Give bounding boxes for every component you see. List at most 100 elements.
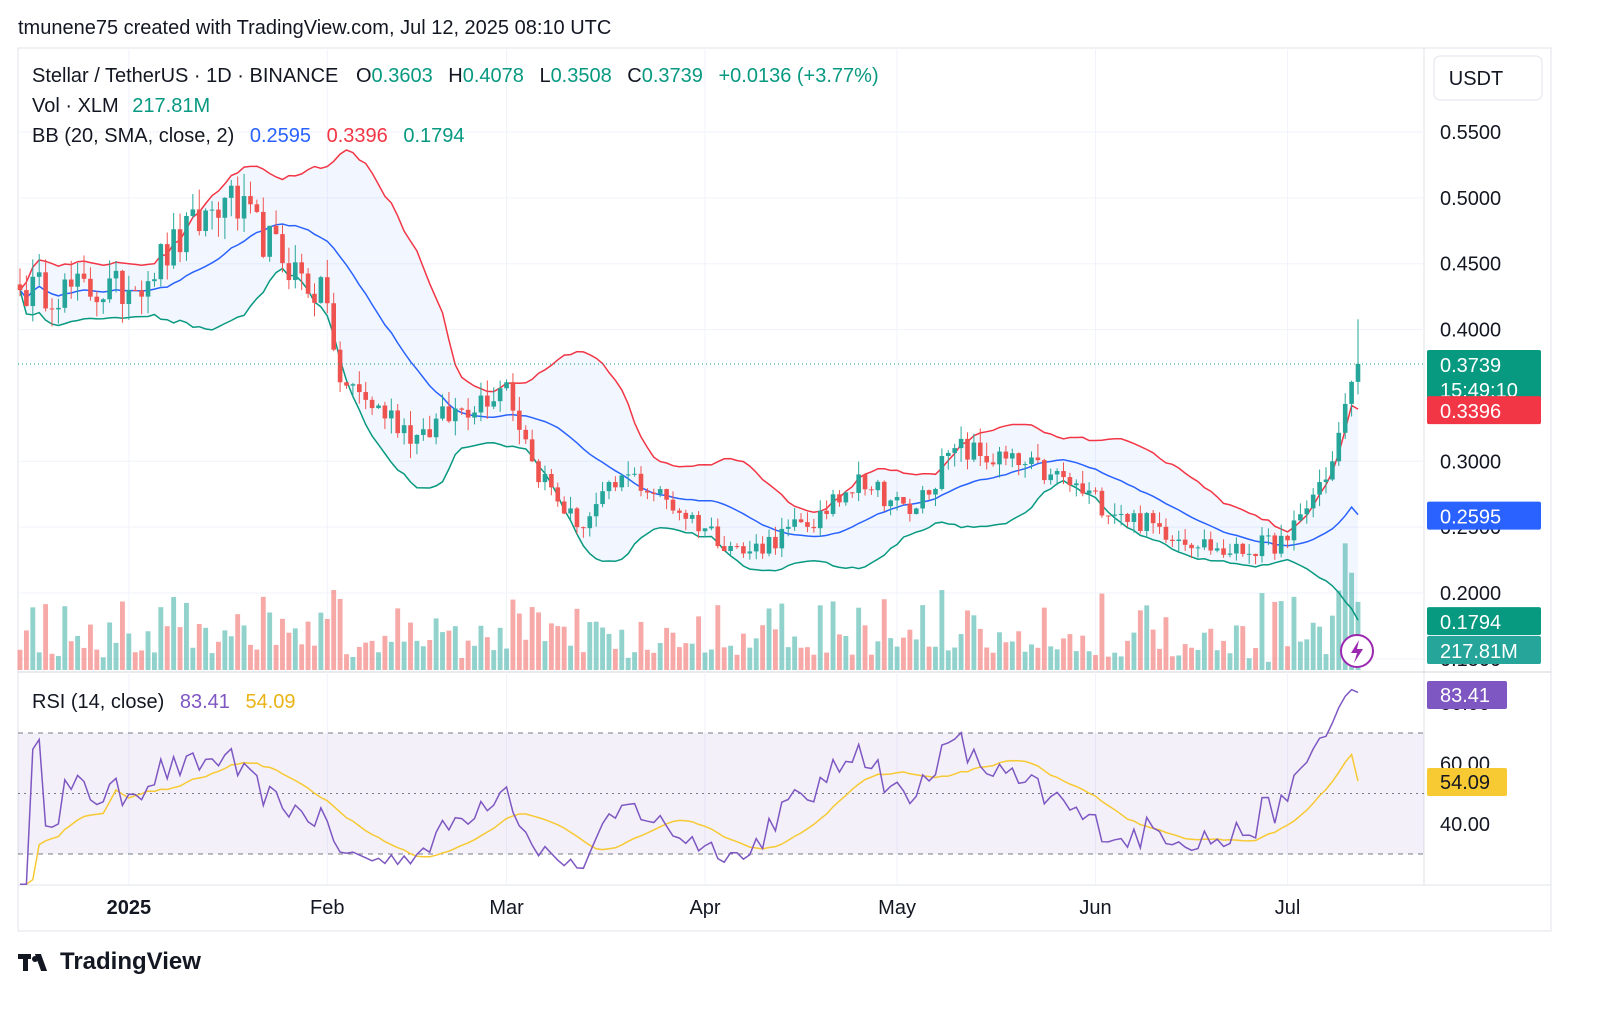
candle-body	[933, 488, 938, 495]
bb-upper-badge: 0.3396	[1427, 396, 1541, 425]
candle-body	[177, 229, 183, 253]
candle-body	[683, 512, 689, 519]
volume-bar	[606, 633, 612, 670]
volume-bar	[805, 647, 810, 670]
candle-body	[881, 481, 887, 507]
volume-bar	[414, 640, 420, 670]
candle-body	[901, 496, 906, 504]
volume-bar	[1137, 610, 1143, 670]
candle-body	[1330, 461, 1335, 480]
volume-bar	[171, 597, 177, 670]
volume-badge: 217.81M	[1427, 636, 1541, 664]
volume-bar	[837, 634, 842, 670]
candle-body	[958, 438, 964, 449]
candle-body	[324, 277, 330, 304]
last-price-badge-text: 0.3739	[1440, 355, 1501, 377]
change-value: +0.0136 (+3.77%)	[718, 65, 878, 87]
candle-body	[36, 272, 42, 277]
candle-body	[613, 482, 618, 488]
candle-body	[56, 307, 61, 310]
candle-body	[869, 489, 874, 491]
volume-bar	[913, 639, 919, 670]
candle-body	[120, 270, 125, 304]
candle-body	[113, 270, 119, 279]
rsi-pane[interactable]	[18, 688, 1424, 886]
candle-body	[497, 388, 503, 402]
volume-bar	[881, 599, 887, 670]
volume-bar	[1182, 644, 1188, 670]
volume-bar	[356, 646, 362, 670]
candle-body	[715, 526, 721, 547]
candle-body	[600, 491, 605, 505]
volume-bar	[145, 631, 151, 670]
candle-body	[555, 487, 561, 502]
volume-bar	[478, 625, 484, 670]
candle-body	[292, 262, 298, 281]
currency-button[interactable]: USDT	[1433, 55, 1543, 101]
candle-body	[401, 425, 407, 434]
candle-body	[529, 439, 535, 462]
volume-bar	[164, 626, 170, 670]
volume-bar	[734, 654, 740, 670]
volume-bar	[241, 625, 247, 670]
volume-bar	[395, 608, 401, 670]
candle-body	[1035, 457, 1041, 461]
candle-body	[977, 442, 983, 457]
volume-bar	[440, 632, 445, 670]
volume-bar	[715, 605, 721, 670]
volume-bar	[670, 632, 676, 670]
candlesticks[interactable]	[17, 173, 1361, 565]
candle-body	[536, 461, 541, 483]
alert-lightning-button[interactable]	[1340, 634, 1374, 668]
candle-body	[741, 546, 746, 554]
candle-body	[395, 410, 401, 434]
volume-bar	[222, 630, 228, 670]
price-axis[interactable]: 0.55000.50000.45000.40000.30000.25000.20…	[1440, 122, 1501, 671]
candle-body	[837, 494, 842, 503]
volume-bar	[23, 630, 29, 670]
candle-body	[1080, 483, 1086, 494]
price-tick-label: 0.4500	[1440, 254, 1501, 276]
volume-bar	[1118, 656, 1124, 670]
candle-body	[1067, 477, 1073, 486]
time-label: Jul	[1275, 897, 1301, 919]
candle-body	[702, 528, 708, 532]
volume-bar	[196, 623, 202, 670]
close-value: 0.3739	[642, 65, 703, 87]
volume-bar	[350, 656, 356, 670]
volume-bar	[1317, 626, 1323, 670]
volume-bar	[184, 602, 189, 670]
volume-bar	[420, 646, 426, 670]
candle-body	[49, 308, 55, 310]
candle-body	[1189, 544, 1194, 549]
volume-bar	[152, 652, 157, 670]
tradingview-logo[interactable]: TradingView	[18, 948, 201, 976]
candle-body	[1022, 464, 1028, 466]
volume-bar	[472, 645, 477, 670]
candle-body	[504, 382, 509, 389]
candle-body	[645, 490, 650, 493]
volume-bar	[1067, 634, 1073, 670]
candle-body	[606, 482, 612, 492]
candle-body	[1259, 535, 1265, 557]
volume-bar	[87, 624, 93, 670]
time-axis[interactable]: 2025 Feb Mar Apr May Jun Jul	[107, 897, 1301, 919]
high-value: 0.4078	[463, 65, 524, 87]
volume-bar	[638, 621, 644, 670]
volume-bar	[587, 622, 593, 670]
volume-bar	[1195, 649, 1201, 670]
candle-body	[1182, 539, 1188, 545]
candle-body	[843, 492, 849, 503]
volume-bar	[126, 633, 132, 670]
candle-body	[222, 197, 228, 218]
candle-body	[1112, 514, 1118, 516]
volume-bar	[337, 598, 343, 670]
candle-body	[1029, 457, 1034, 465]
bollinger-band-fill	[20, 150, 1358, 621]
candle-body	[549, 474, 554, 488]
bb-basis-badge-text: 0.2595	[1440, 507, 1501, 529]
candle-body	[408, 425, 413, 444]
